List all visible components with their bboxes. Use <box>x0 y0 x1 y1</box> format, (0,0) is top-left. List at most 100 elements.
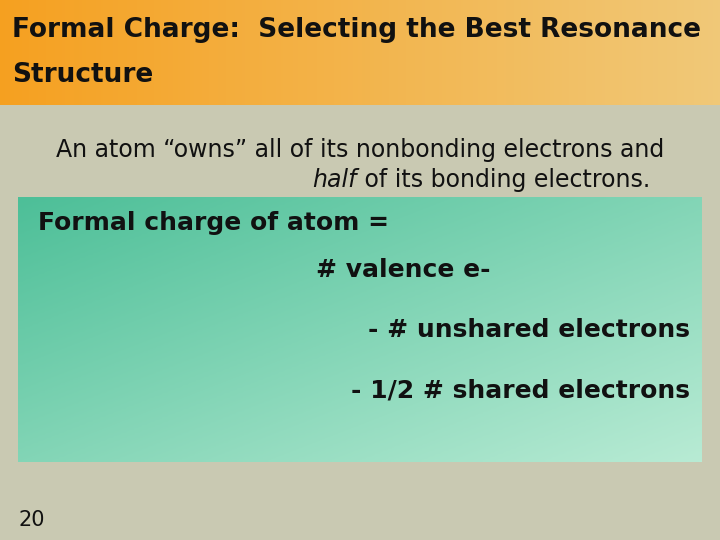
Bar <box>451 0 454 105</box>
Bar <box>533 0 536 105</box>
Bar <box>45 0 49 105</box>
Bar <box>43 0 47 105</box>
Bar <box>144 0 148 105</box>
Bar <box>693 0 697 105</box>
Bar <box>672 0 675 105</box>
Bar <box>14 0 18 105</box>
Bar <box>595 0 598 105</box>
Bar <box>53 0 56 105</box>
Bar <box>221 0 224 105</box>
Bar <box>657 0 661 105</box>
Bar <box>557 0 560 105</box>
Bar <box>189 0 193 105</box>
Bar <box>379 0 382 105</box>
Bar <box>89 0 92 105</box>
Bar <box>135 0 138 105</box>
Bar <box>418 0 421 105</box>
Bar <box>333 0 337 105</box>
Bar <box>34 0 37 105</box>
Bar <box>583 0 587 105</box>
Bar <box>423 0 426 105</box>
Bar <box>461 0 464 105</box>
Bar <box>117 0 121 105</box>
Bar <box>403 0 407 105</box>
Bar <box>343 0 346 105</box>
Bar <box>425 0 428 105</box>
Bar <box>276 0 279 105</box>
Bar <box>22 0 25 105</box>
Bar <box>401 0 404 105</box>
Bar <box>127 0 130 105</box>
Bar <box>502 0 505 105</box>
Bar <box>463 0 467 105</box>
Text: - # unshared electrons: - # unshared electrons <box>368 318 690 342</box>
Bar <box>485 0 488 105</box>
Bar <box>643 0 647 105</box>
Bar <box>94 0 97 105</box>
Bar <box>394 0 397 105</box>
Bar <box>77 0 80 105</box>
Bar <box>202 0 205 105</box>
Bar <box>698 0 702 105</box>
Bar <box>670 0 673 105</box>
Bar <box>504 0 508 105</box>
Bar <box>562 0 565 105</box>
Bar <box>701 0 704 105</box>
Bar <box>369 0 373 105</box>
Bar <box>610 0 613 105</box>
Bar <box>194 0 198 105</box>
Bar <box>470 0 474 105</box>
Bar <box>149 0 152 105</box>
Bar <box>612 0 616 105</box>
Bar <box>523 0 526 105</box>
Bar <box>271 0 274 105</box>
Bar <box>173 0 176 105</box>
Bar <box>473 0 476 105</box>
Bar <box>634 0 637 105</box>
Bar <box>391 0 395 105</box>
Bar <box>70 0 73 105</box>
Bar <box>487 0 490 105</box>
Bar <box>163 0 166 105</box>
Bar <box>362 0 366 105</box>
Bar <box>382 0 385 105</box>
Bar <box>660 0 663 105</box>
Bar <box>310 0 313 105</box>
Bar <box>197 0 200 105</box>
Bar <box>667 0 670 105</box>
Bar <box>233 0 236 105</box>
Bar <box>387 0 390 105</box>
Bar <box>540 0 544 105</box>
Bar <box>180 0 184 105</box>
Bar <box>351 0 354 105</box>
Bar <box>72 0 76 105</box>
Bar <box>506 0 510 105</box>
Bar <box>187 0 191 105</box>
Bar <box>703 0 706 105</box>
Bar <box>466 0 469 105</box>
Bar <box>326 0 330 105</box>
Bar <box>341 0 344 105</box>
Bar <box>528 0 531 105</box>
Bar <box>245 0 248 105</box>
Text: of its bonding electrons.: of its bonding electrons. <box>357 168 650 192</box>
Bar <box>319 0 323 105</box>
Bar <box>689 0 692 105</box>
Bar <box>238 0 241 105</box>
Bar <box>139 0 143 105</box>
Bar <box>521 0 524 105</box>
Bar <box>17 0 20 105</box>
Bar <box>12 0 15 105</box>
Bar <box>459 0 462 105</box>
Bar <box>266 0 270 105</box>
Bar <box>315 0 318 105</box>
Bar <box>257 0 260 105</box>
Bar <box>578 0 582 105</box>
Bar <box>547 0 551 105</box>
Bar <box>142 0 145 105</box>
Bar <box>636 0 639 105</box>
Bar <box>646 0 649 105</box>
Bar <box>691 0 695 105</box>
Bar <box>588 0 591 105</box>
Bar <box>158 0 162 105</box>
